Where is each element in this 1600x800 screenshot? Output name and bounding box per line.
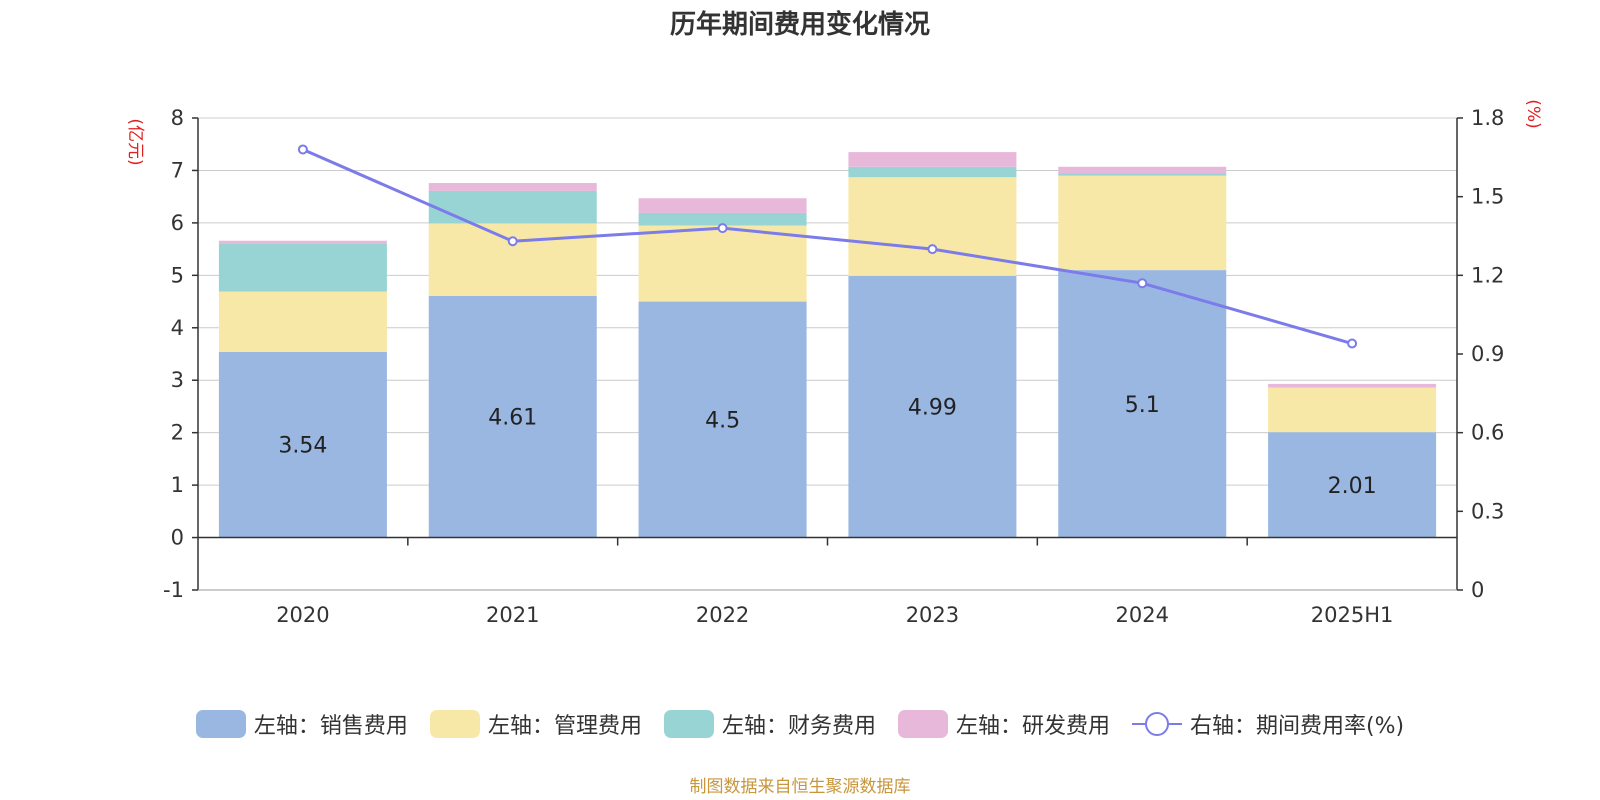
x-tick-label: 2023	[906, 603, 959, 627]
x-tick-label: 2021	[486, 603, 539, 627]
right-tick-label: 0	[1471, 578, 1484, 602]
data-label: 4.61	[488, 406, 537, 431]
legend-item-finance[interactable]: 左轴：财务费用	[663, 708, 876, 740]
bar-segment	[848, 152, 1017, 167]
right-tick-label: 1.5	[1471, 185, 1504, 209]
left-tick-label: 6	[171, 211, 184, 235]
legend-label-rnd: 左轴：研发费用	[955, 714, 1110, 739]
axes: -1 0 1 2 3 4 5 6 7 8 0 0.3 0.6 0.9 1.2 1.5 1.8 2020 2021 20…	[125, 99, 1543, 627]
bar-segment	[428, 295, 597, 538]
left-tick-label: 3	[171, 368, 184, 392]
rate-line-path	[302, 148, 1353, 345]
right-tick-label: 0.3	[1471, 499, 1504, 523]
bar-segment	[638, 301, 807, 538]
bar-segment	[848, 166, 1017, 178]
source-note: 制图数据来自恒生聚源数据库	[689, 777, 911, 797]
x-tick-label: 2020	[276, 603, 329, 627]
bar-segment	[428, 183, 597, 191]
bar-segment	[1058, 166, 1227, 174]
x-tick-label: 2024	[1116, 603, 1169, 627]
legend: 左轴：销售费用 左轴：管理费用 左轴：财务费用 左轴：研发费用 右轴：期间费用率…	[0, 708, 1600, 740]
legend-swatch-rnd	[897, 710, 948, 738]
bars	[218, 152, 1437, 538]
rate-point	[927, 244, 938, 255]
rate-line	[297, 144, 1358, 349]
left-tick-label: 8	[171, 106, 184, 130]
bar-segment	[218, 243, 387, 292]
legend-label-rate: 右轴：期间费用率(%)	[1189, 714, 1405, 739]
left-tick-label: -1	[163, 578, 184, 602]
bar-segment	[428, 190, 597, 224]
bar-segment	[638, 212, 807, 226]
legend-swatch-finance	[663, 710, 714, 738]
bar-segment	[638, 198, 807, 213]
left-tick-label: 2	[171, 421, 184, 445]
bar-segment	[1058, 173, 1227, 176]
right-tick-label: 0.6	[1471, 421, 1504, 445]
bar-segment	[1268, 432, 1437, 538]
legend-item-rate[interactable]: 右轴：期间费用率(%)	[1131, 708, 1405, 740]
data-labels: 3.54 4.61 4.5 4.99 5.1 2.01	[278, 393, 1376, 499]
legend-swatch-admin	[429, 710, 480, 738]
bar-segment	[1268, 387, 1437, 433]
data-label: 5.1	[1125, 393, 1160, 418]
bar-segment	[1058, 175, 1227, 271]
right-axis-unit: (%)	[1523, 99, 1543, 128]
data-label: 4.5	[705, 409, 740, 434]
bar-segment	[848, 275, 1017, 538]
left-tick-label: 5	[171, 263, 184, 287]
bar-segment	[218, 351, 387, 538]
legend-item-rnd[interactable]: 左轴：研发费用	[897, 708, 1110, 740]
rate-point	[507, 236, 518, 247]
x-tick-label: 2025H1	[1311, 603, 1394, 627]
rate-point	[1347, 338, 1358, 349]
right-tick-label: 1.2	[1471, 263, 1504, 287]
left-tick-label: 1	[171, 473, 184, 497]
chart-title: 历年期间费用变化情况	[669, 10, 930, 40]
legend-label-admin: 左轴：管理费用	[487, 714, 642, 739]
bar-segment	[848, 177, 1017, 276]
bar-segment	[218, 291, 387, 352]
bar-segment	[638, 225, 807, 302]
right-tick-label: 0.9	[1471, 342, 1504, 366]
data-label: 3.54	[278, 434, 327, 459]
bar-segment	[1058, 270, 1227, 538]
data-label: 2.01	[1328, 474, 1377, 499]
data-label: 4.99	[908, 396, 957, 421]
left-tick-label: 4	[171, 316, 184, 340]
legend-swatch-rate	[1131, 710, 1182, 738]
bar-segment	[1268, 383, 1437, 388]
left-tick-label: 7	[171, 158, 184, 182]
left-tick-label: 0	[171, 526, 184, 550]
legend-item-sales[interactable]: 左轴：销售费用	[195, 708, 408, 740]
bar-segment	[218, 240, 387, 244]
left-axis-unit: (亿元)	[125, 118, 145, 165]
legend-swatch-sales	[195, 710, 246, 738]
right-tick-label: 1.8	[1471, 106, 1504, 130]
legend-label-sales: 左轴：销售费用	[253, 714, 408, 739]
rate-point	[297, 144, 308, 155]
rate-point	[1137, 278, 1148, 289]
bar-segment	[428, 223, 597, 296]
x-tick-label: 2022	[696, 603, 749, 627]
legend-item-admin[interactable]: 左轴：管理费用	[429, 708, 642, 740]
legend-label-finance: 左轴：财务费用	[721, 714, 876, 739]
rate-point	[717, 223, 728, 234]
